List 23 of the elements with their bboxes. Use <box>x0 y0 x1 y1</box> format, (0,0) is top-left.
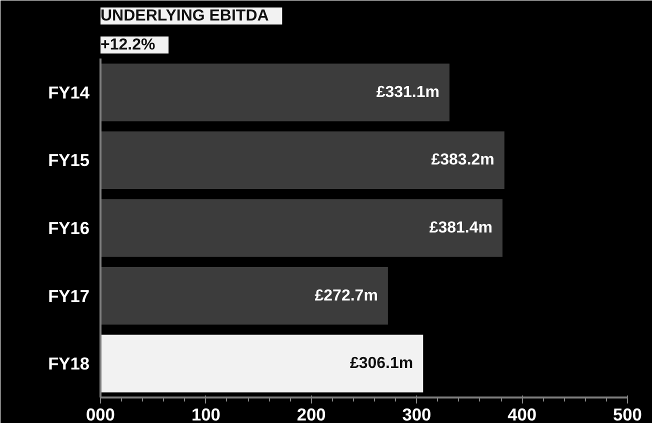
data-label: £381.4m <box>429 220 493 236</box>
x-tick-label: 300 <box>402 404 432 423</box>
data-label: £383.2m <box>431 152 494 169</box>
data-label: £272.7m <box>314 287 378 304</box>
bar <box>100 266 388 325</box>
y-tick-label: FY14 <box>48 82 90 102</box>
chart-title: UNDERLYING EBITDA <box>100 8 270 24</box>
y-tick-label: FY18 <box>48 354 90 374</box>
x-tick-label: 200 <box>296 404 326 423</box>
bar <box>100 199 502 257</box>
x-tick-label: 500 <box>613 404 642 423</box>
x-tick-label: 000 <box>86 404 115 423</box>
x-tick-label: 400 <box>508 404 537 423</box>
data-label: £306.1m <box>350 355 414 372</box>
y-tick-label: FY17 <box>48 286 90 306</box>
y-tick-label: FY15 <box>48 150 90 170</box>
y-tick-label: FY16 <box>48 218 90 238</box>
bar <box>100 64 450 122</box>
chart-subtitle: +12.2% <box>100 36 156 54</box>
data-label: £331.1m <box>376 84 440 101</box>
bar <box>100 131 504 190</box>
bar <box>100 334 424 392</box>
x-tick-label: 100 <box>191 404 220 423</box>
